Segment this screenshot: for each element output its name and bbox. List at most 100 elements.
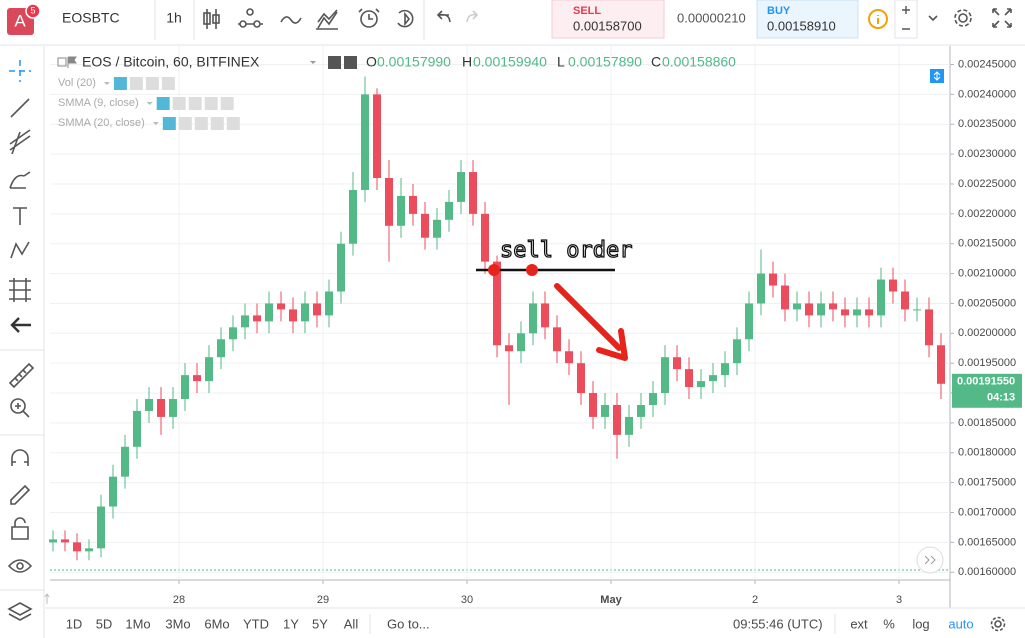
symbol[interactable]: EOSBTC bbox=[62, 10, 120, 26]
brush-tool[interactable] bbox=[9, 171, 31, 189]
compare-button[interactable] bbox=[280, 16, 302, 24]
replay-button[interactable] bbox=[397, 9, 414, 28]
candle-body bbox=[169, 399, 177, 417]
range-button[interactable]: 5Y bbox=[312, 616, 328, 631]
scale-option[interactable]: ext bbox=[850, 616, 868, 631]
dropdown[interactable] bbox=[310, 61, 316, 64]
redo-button[interactable] bbox=[466, 10, 479, 23]
candle-body bbox=[61, 539, 69, 543]
range-button[interactable]: 1D bbox=[66, 616, 83, 631]
y-tick-label: 0.00195000 bbox=[958, 357, 1016, 369]
range-button[interactable]: 3Mo bbox=[165, 616, 190, 631]
scroll-handle[interactable] bbox=[44, 593, 50, 604]
trendline-tool[interactable] bbox=[10, 98, 30, 118]
goto-button[interactable]: Go to... bbox=[387, 616, 430, 631]
prediction-tool[interactable] bbox=[9, 278, 31, 302]
range-button[interactable]: YTD bbox=[243, 616, 269, 631]
candle-body bbox=[709, 375, 717, 382]
scroll-icon bbox=[924, 555, 936, 565]
measure-tool[interactable] bbox=[8, 362, 35, 389]
dropdown[interactable] bbox=[103, 82, 110, 85]
stay-drawing-tool[interactable] bbox=[10, 484, 31, 505]
info-button[interactable] bbox=[868, 9, 888, 29]
indicator-action[interactable] bbox=[210, 117, 224, 130]
collapse-icon[interactable] bbox=[57, 57, 67, 67]
scale-option[interactable]: auto bbox=[948, 616, 973, 631]
sell-button[interactable] bbox=[551, 0, 665, 39]
open-label: O bbox=[366, 54, 377, 70]
chart-settings-button[interactable] bbox=[990, 616, 1006, 632]
indicator-action[interactable] bbox=[161, 77, 175, 90]
flag-icon[interactable] bbox=[67, 56, 77, 68]
candle-type-button[interactable] bbox=[203, 9, 220, 29]
scale-option[interactable]: log bbox=[912, 616, 929, 631]
indicator-action[interactable] bbox=[178, 117, 192, 130]
templates-button[interactable] bbox=[316, 9, 338, 30]
top-toolbar bbox=[0, 0, 1025, 45]
candle-body bbox=[541, 303, 549, 328]
pitchfork-tool[interactable] bbox=[9, 129, 31, 155]
indicator-action[interactable] bbox=[220, 97, 234, 110]
annotation: sell order bbox=[500, 238, 632, 263]
range-button[interactable]: 1Y bbox=[283, 616, 299, 631]
eye-button[interactable] bbox=[156, 97, 170, 110]
hide-tool[interactable] bbox=[7, 559, 33, 573]
indicator-action[interactable] bbox=[172, 97, 186, 110]
fullscreen-button[interactable] bbox=[992, 8, 1012, 28]
zoom-tool[interactable] bbox=[10, 398, 30, 418]
candle-body bbox=[265, 303, 273, 322]
alert-button[interactable] bbox=[358, 8, 380, 28]
scale-option[interactable]: % bbox=[883, 616, 895, 631]
text-tool[interactable] bbox=[13, 207, 27, 225]
annotation-dot bbox=[488, 264, 500, 276]
more-button[interactable] bbox=[928, 15, 938, 22]
dropdown[interactable] bbox=[146, 102, 153, 105]
candle-body bbox=[913, 309, 921, 311]
range-button[interactable]: All bbox=[344, 616, 359, 631]
indicator-action[interactable] bbox=[226, 117, 240, 130]
magnet-tool[interactable] bbox=[11, 449, 29, 466]
crosshair-tool[interactable] bbox=[9, 60, 31, 82]
candle-body bbox=[157, 399, 165, 417]
range-button[interactable]: 5D bbox=[96, 616, 113, 631]
indicator-action[interactable] bbox=[194, 117, 208, 130]
pattern-tool[interactable] bbox=[10, 241, 30, 259]
buy-button[interactable] bbox=[756, 0, 859, 39]
candle-body bbox=[277, 303, 285, 310]
undo-button[interactable] bbox=[436, 10, 451, 23]
stepper-icons bbox=[902, 6, 910, 30]
candle-body bbox=[217, 339, 225, 358]
indicator-action[interactable] bbox=[129, 77, 143, 90]
eye-button[interactable] bbox=[113, 77, 127, 90]
indicator-action[interactable] bbox=[188, 97, 202, 110]
lock-tool[interactable] bbox=[11, 517, 29, 540]
object-tree[interactable] bbox=[7, 602, 33, 621]
candle-body bbox=[757, 273, 765, 304]
settings-button[interactable] bbox=[954, 9, 972, 27]
y-tick-label: 0.00210000 bbox=[958, 267, 1016, 279]
range-button[interactable]: 1Mo bbox=[125, 616, 150, 631]
settings-button[interactable] bbox=[344, 56, 357, 69]
quantity-stepper[interactable] bbox=[894, 0, 918, 39]
candle-body bbox=[577, 363, 585, 394]
candle-body bbox=[613, 404, 621, 435]
y-tick-label: 0.00230000 bbox=[958, 148, 1016, 160]
candle-body bbox=[349, 189, 357, 244]
candle-body bbox=[289, 309, 297, 322]
scale-icon bbox=[933, 71, 941, 81]
eye-button[interactable] bbox=[162, 117, 176, 130]
range-button[interactable]: 6Mo bbox=[204, 616, 229, 631]
candle-body bbox=[385, 178, 393, 226]
dropdown[interactable] bbox=[152, 122, 159, 125]
indicator-action[interactable] bbox=[145, 77, 159, 90]
candle-body bbox=[817, 303, 825, 316]
back-tool[interactable] bbox=[10, 317, 31, 333]
indicators-button[interactable] bbox=[238, 8, 263, 28]
candle-body bbox=[361, 94, 369, 190]
interval[interactable]: 1h bbox=[166, 10, 182, 26]
indicator-action[interactable] bbox=[204, 97, 218, 110]
eye-button[interactable] bbox=[328, 56, 341, 69]
candle-body bbox=[325, 291, 333, 316]
scroll-button[interactable] bbox=[916, 546, 944, 574]
y-tick-label: 0.00160000 bbox=[958, 566, 1016, 578]
